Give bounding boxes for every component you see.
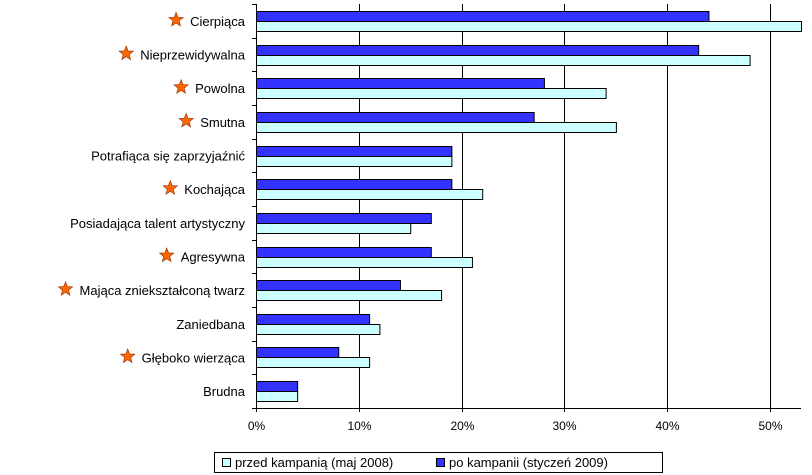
- x-tick-labels: 0% 10% 20% 30% 40% 50%: [248, 419, 783, 433]
- star-icon: [119, 348, 136, 364]
- legend-swatch: [436, 458, 445, 467]
- bars: [256, 11, 802, 402]
- star-icon: [173, 78, 190, 94]
- category-label: Agresywna: [181, 250, 246, 265]
- bar-after: [256, 45, 700, 56]
- category-label: Brudna: [203, 384, 246, 399]
- x-tick-label: 50%: [758, 419, 782, 433]
- star-icon: [168, 11, 185, 27]
- legend-label: po kampanii (styczeń 2009): [449, 455, 608, 470]
- star-icon: [162, 179, 179, 195]
- bar-after: [256, 381, 299, 392]
- star-icon: [118, 45, 135, 61]
- bar-after: [256, 179, 453, 190]
- bar-before: [256, 21, 802, 32]
- bar-before: [256, 223, 412, 234]
- bar-before: [256, 156, 453, 167]
- star-icon: [57, 280, 74, 296]
- bar-before: [256, 290, 443, 301]
- grid-lines: [359, 4, 771, 408]
- category-label: Potrafiąca się zaprzyjaźnić: [91, 149, 245, 164]
- axes: [252, 4, 801, 412]
- legend-swatch: [222, 458, 231, 467]
- bar-before: [256, 55, 751, 66]
- x-tick-label: 30%: [552, 419, 576, 433]
- bar-before: [256, 257, 473, 268]
- bar-before: [256, 189, 484, 200]
- star-icon: [178, 112, 195, 128]
- bar-after: [256, 213, 432, 224]
- bar-after: [256, 78, 545, 89]
- bar-after: [256, 314, 371, 325]
- category-label: Nieprzewidywalna: [140, 48, 246, 63]
- category-label: Kochająca: [184, 182, 245, 197]
- category-label: Mająca zniekształconą twarz: [80, 283, 245, 298]
- category-labels: Cierpiąca Nieprzewidywalna Powolna Smutna Po…: [57, 11, 246, 399]
- x-tick-label: 20%: [450, 419, 474, 433]
- bar-after: [256, 280, 401, 291]
- category-label: Powolna: [195, 81, 246, 96]
- x-tick-label: 0%: [248, 419, 266, 433]
- bar-before: [256, 391, 299, 402]
- category-label: Posiadająca talent artystyczny: [70, 216, 245, 231]
- bar-after: [256, 146, 453, 157]
- bar-after: [256, 112, 535, 123]
- bar-before: [256, 324, 381, 335]
- category-label: Głęboko wierząca: [142, 351, 246, 366]
- bar-after: [256, 11, 710, 22]
- bar-after: [256, 347, 340, 358]
- category-label: Zaniedbana: [176, 317, 245, 332]
- bar-before: [256, 88, 607, 99]
- category-label: Cierpiąca: [190, 14, 246, 29]
- bar-before: [256, 357, 371, 368]
- category-label: Smutna: [200, 115, 246, 130]
- legend: przed kampanią (maj 2008) po kampanii (st…: [214, 452, 663, 473]
- bar-before: [256, 122, 617, 133]
- legend-label: przed kampanią (maj 2008): [235, 455, 393, 470]
- bar-after: [256, 247, 432, 258]
- x-tick-label: 40%: [655, 419, 679, 433]
- star-icon: [158, 247, 175, 263]
- x-tick-label: 10%: [347, 419, 371, 433]
